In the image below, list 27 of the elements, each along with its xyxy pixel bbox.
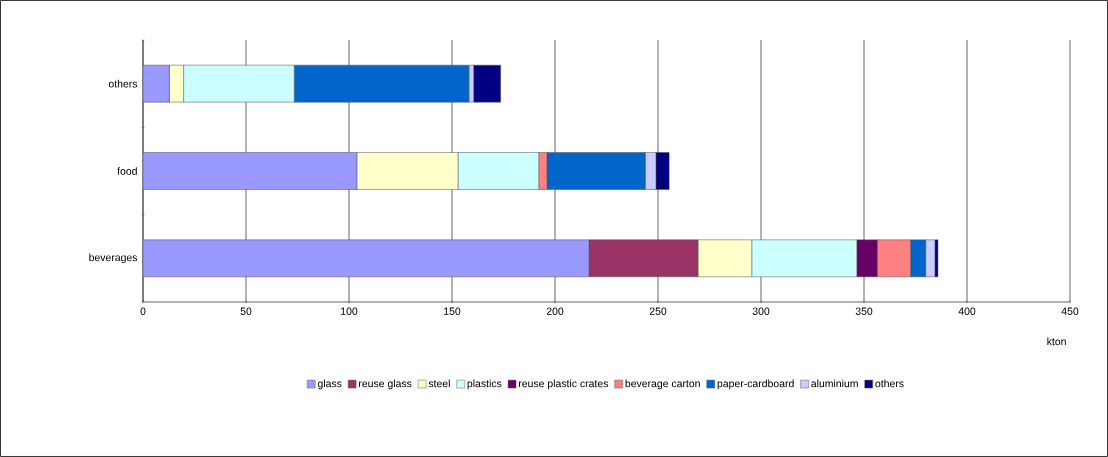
bar (143, 239, 590, 278)
legend-label: steel (428, 379, 450, 388)
legend-label: paper-cardboard (717, 379, 794, 390)
legend-label: plastics (467, 379, 502, 390)
x-tick-label: 100 (341, 307, 358, 315)
legend-label: aluminium (811, 379, 858, 388)
x-tick-label: 200 (546, 307, 564, 315)
legend-label: reuse plastic crates (518, 379, 609, 390)
legend-label: reuse glass (359, 379, 412, 390)
y-tick-label: others (108, 79, 138, 88)
legend-label: others (875, 379, 904, 388)
x-tick-label: 450 (1061, 307, 1079, 315)
bar (143, 152, 358, 190)
x-tick-label: 150 (444, 307, 461, 315)
x-tick-label: 50 (240, 307, 252, 315)
x-tick-label: 300 (752, 307, 770, 315)
y-tick-label: beverages (89, 253, 138, 264)
bar (143, 64, 170, 103)
x-tick-label: 400 (958, 307, 976, 315)
x-tick-label: 0 (140, 307, 146, 315)
x-tick-label: 250 (649, 307, 667, 315)
x-axis-title: kton (1047, 337, 1066, 346)
y-tick-label: food (117, 167, 137, 175)
x-tick-label: 350 (855, 307, 873, 315)
bar (473, 64, 501, 103)
legend-label: beverage carton (625, 379, 700, 390)
legend-label: glass (317, 379, 342, 390)
